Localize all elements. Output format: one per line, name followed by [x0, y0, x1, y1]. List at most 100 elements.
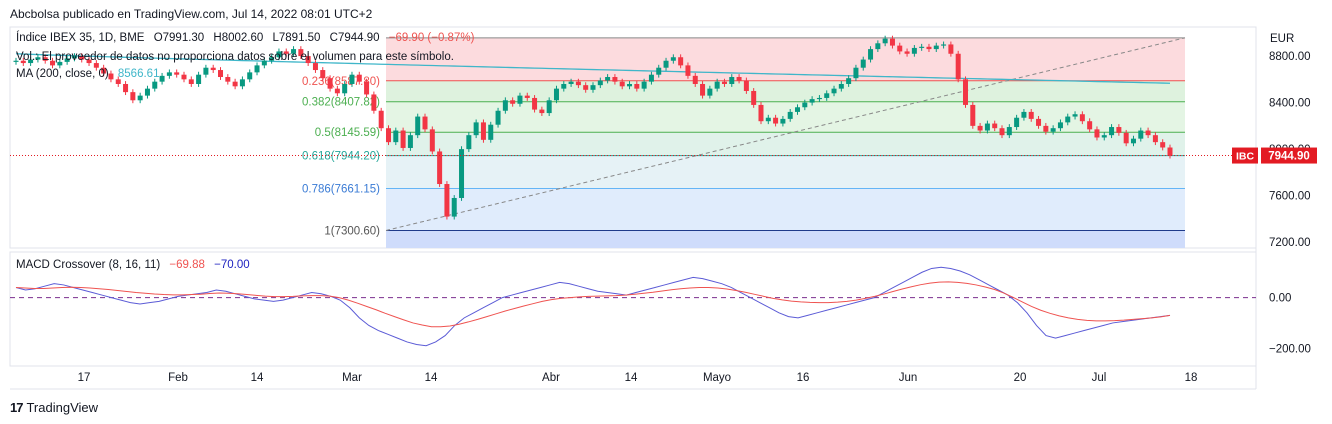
candle[interactable]: [656, 64, 662, 78]
candle[interactable]: [751, 88, 757, 108]
candle[interactable]: [1152, 132, 1158, 146]
candle[interactable]: [291, 46, 297, 57]
candle[interactable]: [152, 78, 158, 92]
candle[interactable]: [356, 71, 362, 85]
candle[interactable]: [904, 48, 910, 57]
candle[interactable]: [868, 46, 874, 63]
candle[interactable]: [247, 69, 253, 83]
candle[interactable]: [196, 71, 202, 87]
candle[interactable]: [831, 85, 837, 97]
candle[interactable]: [627, 81, 633, 90]
candle[interactable]: [444, 181, 450, 220]
candle[interactable]: [678, 54, 684, 69]
candle[interactable]: [1130, 135, 1136, 147]
candle[interactable]: [860, 56, 866, 71]
candle[interactable]: [232, 78, 238, 90]
candle[interactable]: [393, 127, 399, 146]
candle[interactable]: [838, 81, 844, 92]
candle[interactable]: [517, 92, 523, 107]
candle[interactable]: [619, 78, 625, 90]
candle[interactable]: [203, 64, 209, 78]
candle[interactable]: [897, 42, 903, 55]
candle[interactable]: [875, 40, 881, 53]
candle[interactable]: [612, 74, 618, 85]
candle[interactable]: [320, 67, 326, 82]
candle[interactable]: [546, 97, 552, 116]
candle[interactable]: [510, 97, 516, 107]
candle[interactable]: [933, 42, 939, 53]
candle[interactable]: [400, 127, 406, 151]
candle[interactable]: [948, 41, 954, 57]
candle[interactable]: [254, 62, 260, 76]
candle[interactable]: [93, 60, 99, 71]
candle[interactable]: [28, 56, 34, 66]
candle[interactable]: [1057, 119, 1063, 132]
candle[interactable]: [561, 81, 567, 92]
candle[interactable]: [802, 99, 808, 111]
candle[interactable]: [334, 85, 340, 97]
candle[interactable]: [166, 69, 172, 79]
candle[interactable]: [809, 96, 815, 106]
candle[interactable]: [385, 125, 391, 146]
candle[interactable]: [108, 70, 114, 83]
candle[interactable]: [707, 85, 713, 99]
candle[interactable]: [422, 113, 428, 133]
candle[interactable]: [1101, 132, 1107, 141]
candle[interactable]: [1094, 126, 1100, 141]
candle[interactable]: [488, 121, 494, 143]
candle[interactable]: [50, 57, 56, 69]
tradingview-brand[interactable]: 17 TradingView: [10, 400, 98, 415]
candle[interactable]: [349, 71, 355, 87]
candle[interactable]: [736, 74, 742, 84]
candle[interactable]: [641, 78, 647, 92]
candle[interactable]: [407, 132, 413, 151]
candle[interactable]: [539, 106, 545, 116]
candle[interactable]: [276, 48, 282, 61]
candle[interactable]: [882, 35, 888, 47]
candle[interactable]: [174, 69, 180, 78]
candle[interactable]: [371, 91, 377, 114]
candle[interactable]: [364, 78, 370, 98]
candle[interactable]: [283, 48, 289, 57]
candle[interactable]: [1072, 111, 1078, 120]
candle[interactable]: [298, 46, 304, 59]
candle[interactable]: [1021, 109, 1027, 121]
candle[interactable]: [239, 76, 245, 90]
candle[interactable]: [663, 57, 669, 71]
candle[interactable]: [378, 107, 384, 132]
candle[interactable]: [1160, 139, 1166, 151]
candle[interactable]: [919, 43, 925, 51]
candle[interactable]: [765, 114, 771, 125]
candle[interactable]: [590, 82, 596, 93]
candle[interactable]: [743, 77, 749, 94]
candle[interactable]: [824, 90, 830, 101]
candle[interactable]: [780, 115, 786, 127]
candle[interactable]: [144, 85, 150, 99]
candle[interactable]: [700, 81, 706, 99]
candle[interactable]: [42, 54, 48, 64]
candle[interactable]: [1014, 114, 1020, 130]
candle[interactable]: [269, 54, 275, 64]
candle[interactable]: [305, 53, 311, 66]
candle[interactable]: [773, 114, 779, 127]
candle[interactable]: [962, 76, 968, 108]
candle[interactable]: [597, 77, 603, 89]
candle[interactable]: [451, 195, 457, 220]
candle[interactable]: [1123, 129, 1129, 147]
candle[interactable]: [846, 75, 852, 87]
candle[interactable]: [787, 109, 793, 122]
candle[interactable]: [115, 76, 121, 87]
candle[interactable]: [437, 148, 443, 187]
candle[interactable]: [992, 120, 998, 132]
candle[interactable]: [495, 107, 501, 128]
candle[interactable]: [1145, 127, 1151, 139]
candle[interactable]: [970, 102, 976, 129]
candle[interactable]: [1138, 127, 1144, 142]
candle[interactable]: [312, 60, 318, 73]
candle[interactable]: [911, 45, 917, 57]
candle[interactable]: [816, 95, 822, 103]
candle[interactable]: [20, 57, 26, 66]
candle[interactable]: [123, 81, 129, 96]
candle[interactable]: [648, 71, 654, 85]
